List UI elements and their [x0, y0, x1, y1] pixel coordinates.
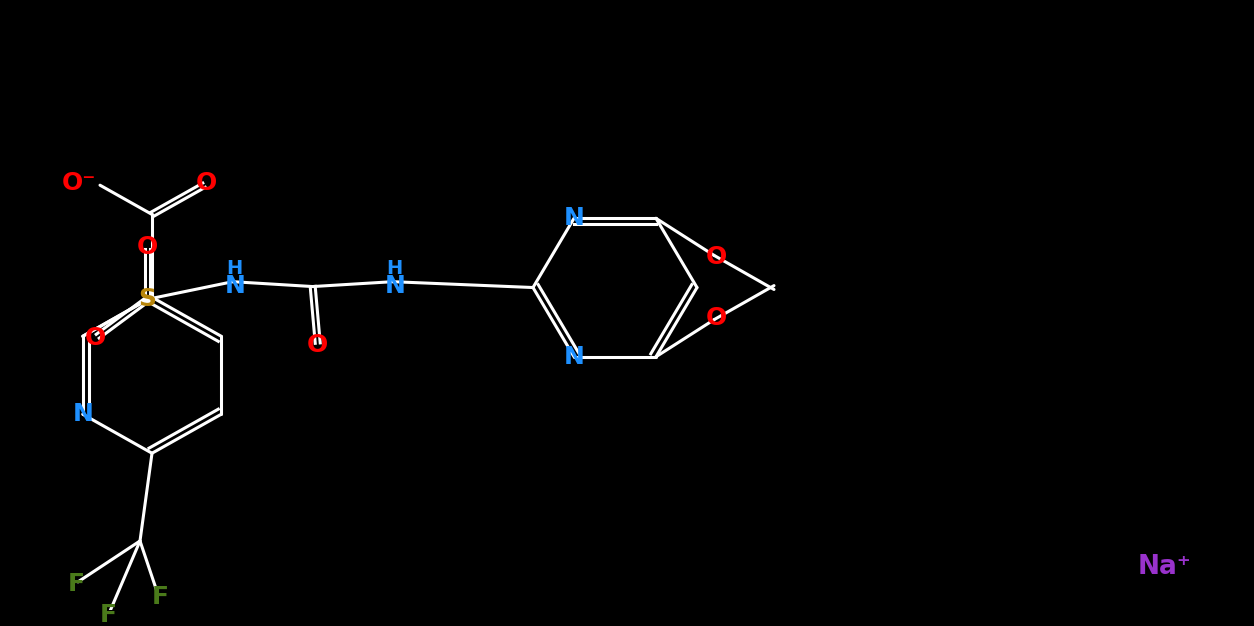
Text: O: O — [307, 333, 329, 357]
Text: S: S — [139, 287, 157, 311]
Text: H: H — [227, 259, 243, 277]
Text: O: O — [705, 305, 726, 330]
Text: N: N — [563, 345, 584, 369]
Text: Na⁺: Na⁺ — [1139, 554, 1191, 580]
Text: H: H — [386, 259, 403, 277]
Text: O: O — [196, 172, 217, 195]
Text: N: N — [224, 274, 245, 297]
Text: N: N — [384, 274, 405, 297]
Text: F: F — [99, 603, 117, 626]
Text: F: F — [152, 585, 168, 608]
Text: O: O — [705, 245, 726, 269]
Text: O: O — [137, 235, 158, 259]
Text: O⁻: O⁻ — [61, 172, 97, 195]
Text: N: N — [563, 207, 584, 230]
Text: F: F — [68, 572, 84, 596]
Text: N: N — [73, 403, 93, 426]
Text: O: O — [85, 326, 107, 350]
